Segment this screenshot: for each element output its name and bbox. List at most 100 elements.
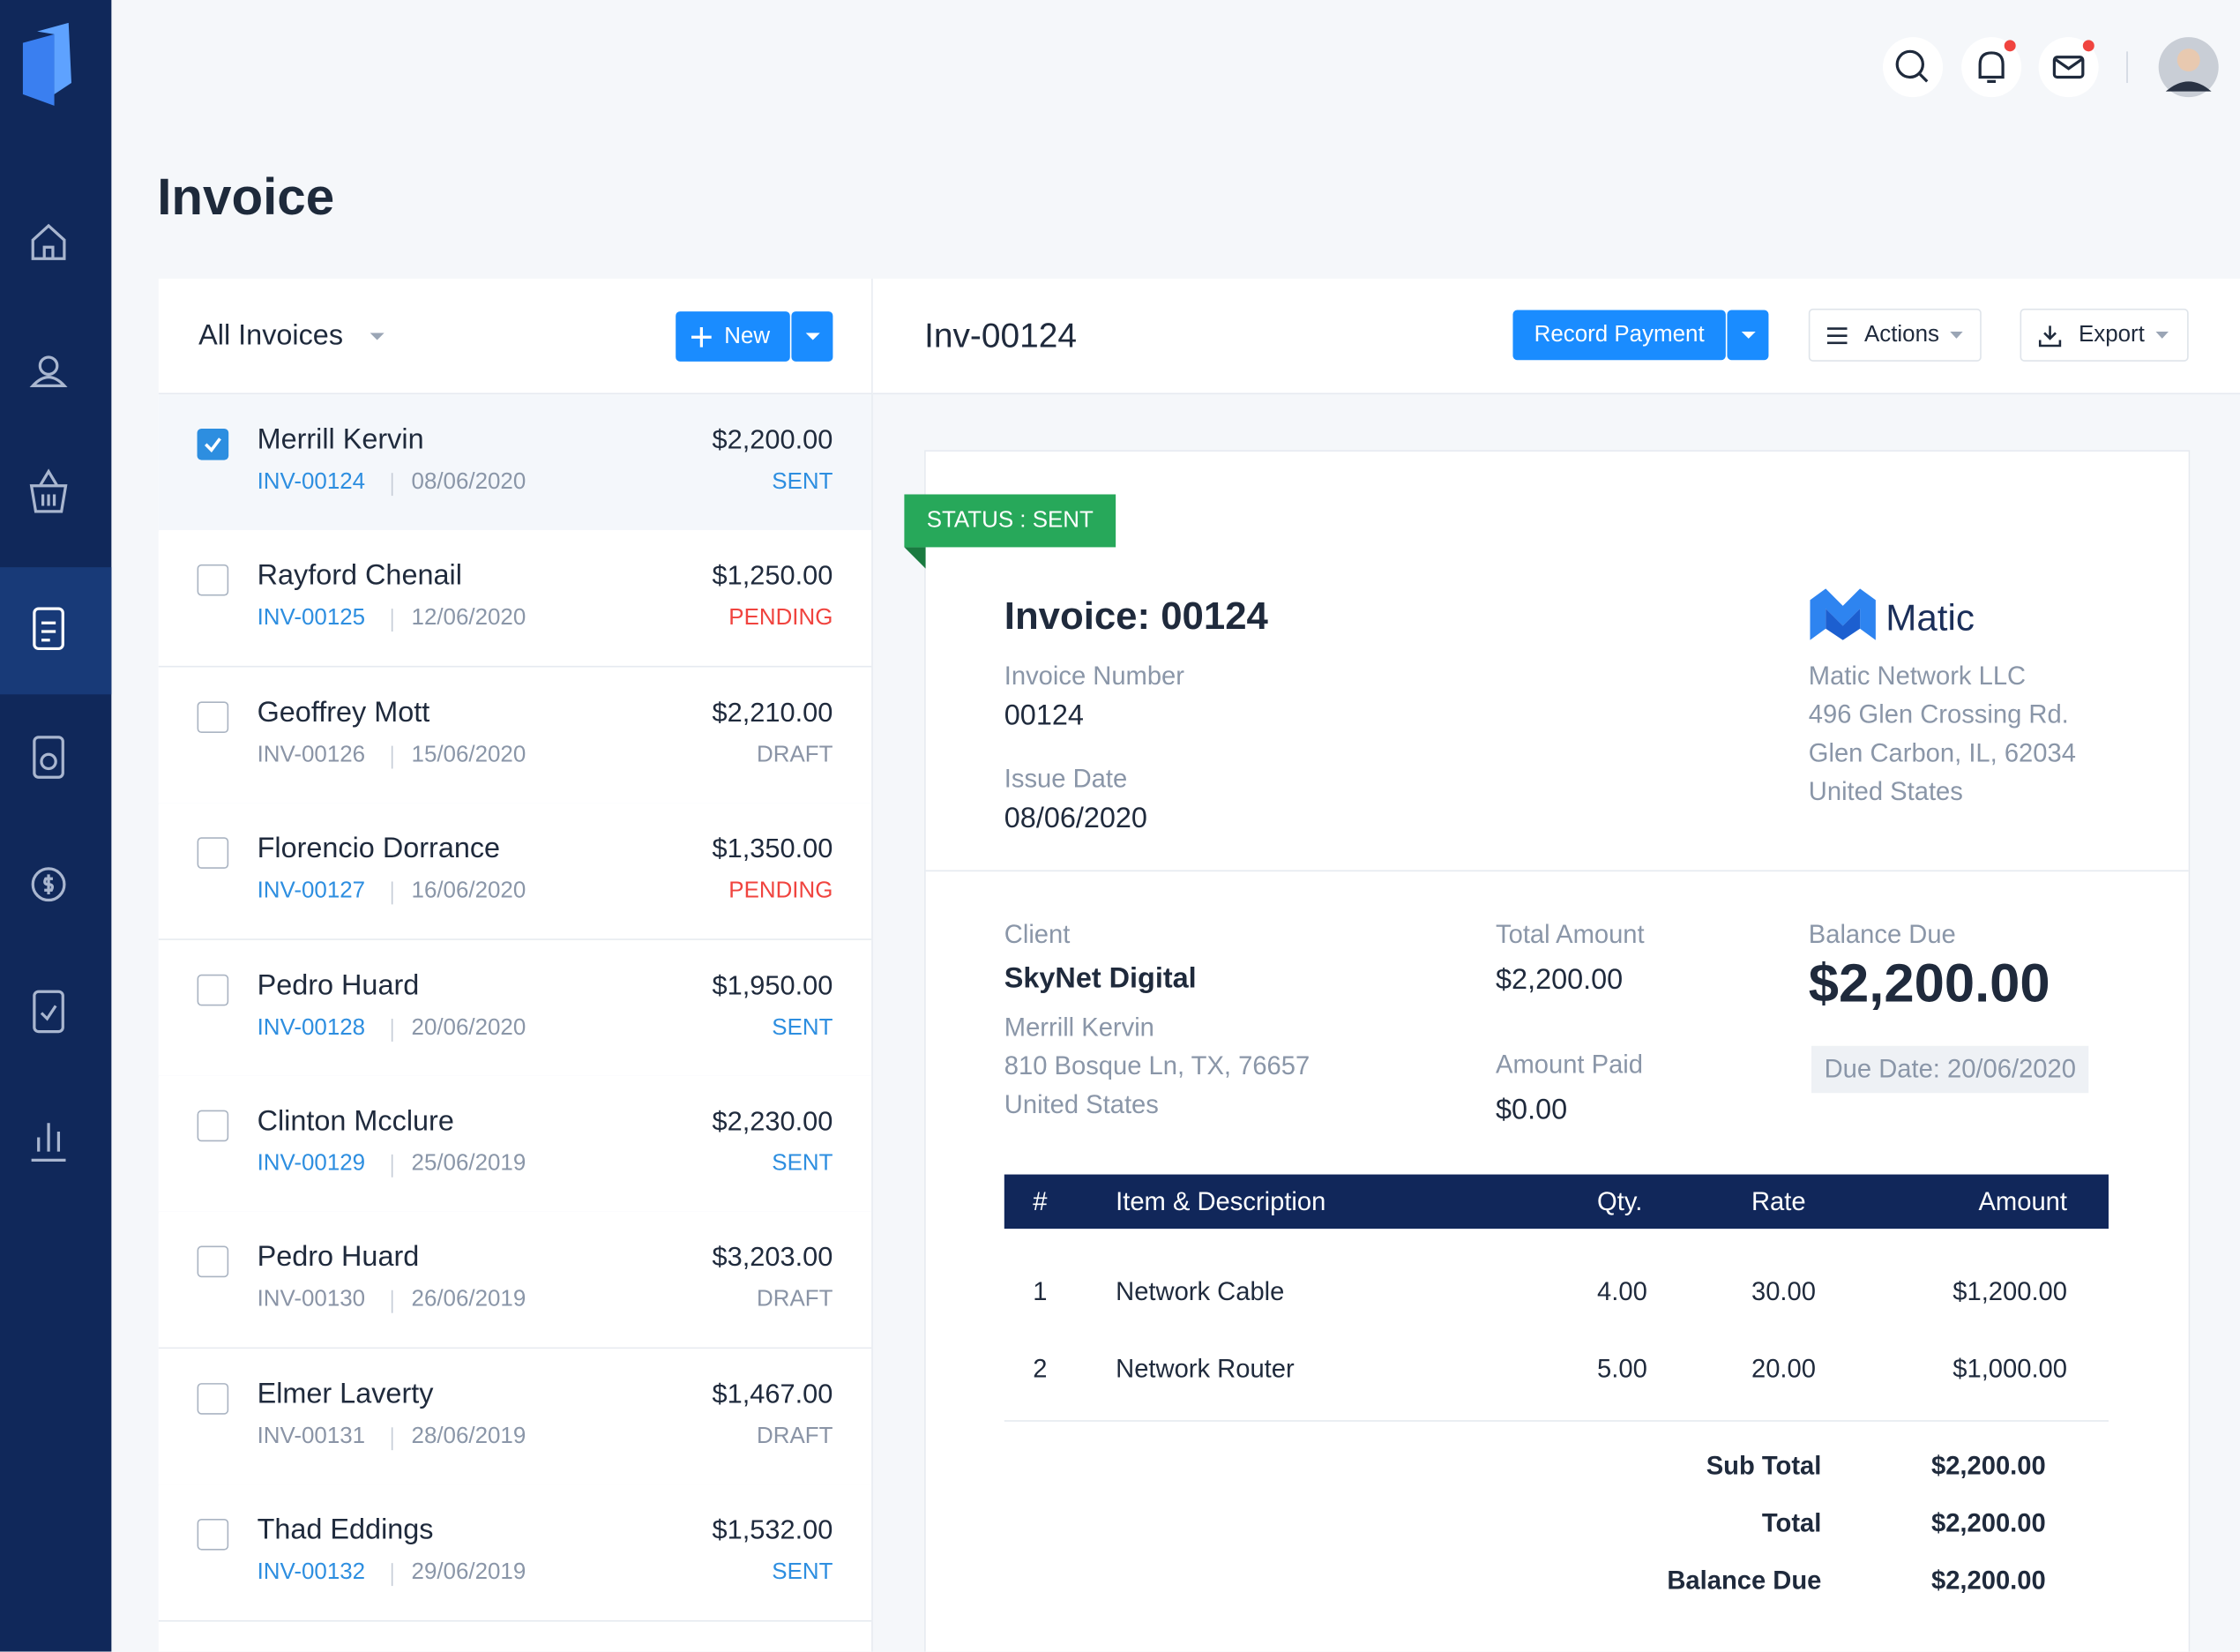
- amount-paid-label: Amount Paid: [1496, 1050, 1643, 1080]
- page-title: Invoice: [157, 167, 335, 226]
- actions-button[interactable]: Actions: [1808, 308, 1982, 362]
- items-table-header: # Item & Description Qty. Rate Amount: [1004, 1174, 2109, 1230]
- invoice-row[interactable]: Clinton Mcclure INV-00129 25/06/2019 $2,230…: [158, 1075, 872, 1214]
- checkbox[interactable]: [197, 1382, 229, 1415]
- actions-label: Actions: [1863, 322, 1939, 347]
- top-icons[interactable]: [1880, 34, 2240, 103]
- status: PENDING: [728, 878, 833, 904]
- invoice-number: INV-00125: [257, 606, 366, 632]
- balance-due: $2,200.00: [1808, 954, 2050, 1015]
- download-icon: [2038, 325, 2062, 347]
- balance-due-label: Balance Due: [1808, 920, 1956, 949]
- top-divider: [925, 870, 2189, 872]
- checkbox[interactable]: [197, 1519, 229, 1551]
- table-cell: $1,000.00: [1953, 1354, 2067, 1384]
- invoice-number-label: Invoice Number: [1004, 662, 1184, 691]
- table-header-cell: #: [1033, 1187, 1048, 1216]
- total-value: $2,200.00: [1930, 1451, 2046, 1481]
- client-name: Merrill Kervin: [257, 424, 424, 456]
- nav-icons[interactable]: [26, 214, 71, 1171]
- company-name: Matic: [1885, 595, 1975, 639]
- amount: $1,350.00: [712, 834, 833, 865]
- checkbox[interactable]: [197, 837, 229, 870]
- new-dropdown[interactable]: [791, 311, 833, 362]
- table-cell: 5.00: [1597, 1354, 1647, 1384]
- status: DRAFT: [757, 743, 833, 767]
- status: SENT: [772, 1560, 833, 1585]
- amount: $3,203.00: [712, 1243, 833, 1274]
- checkbox[interactable]: [197, 1110, 229, 1142]
- invoice-date: 12/06/2020: [411, 606, 526, 632]
- invoice-date: 29/06/2019: [411, 1560, 526, 1585]
- amount-paid: $0.00: [1496, 1094, 1568, 1126]
- client-name: Geoffrey Mott: [257, 697, 430, 729]
- invoice-row[interactable]: Merrill Kervin INV-00124 08/06/2020 $2,200.…: [158, 394, 872, 532]
- client-name: Clinton Mcclure: [257, 1105, 454, 1138]
- table-cell: 20.00: [1751, 1354, 1816, 1384]
- check: [205, 437, 221, 452]
- issue-date: 08/06/2020: [1004, 803, 1147, 835]
- new-button[interactable]: New: [676, 311, 790, 362]
- caret: [2155, 331, 2169, 339]
- invoice-date: 26/06/2019: [411, 1288, 526, 1312]
- total-label: Balance Due: [1667, 1566, 1822, 1595]
- invoice-row[interactable]: Elmer Laverty INV-00131 28/06/2019 $1,467.0…: [158, 1348, 872, 1486]
- invoice-date: 08/06/2020: [411, 469, 526, 495]
- address-line: Glen Carbon, IL, 62034: [1808, 738, 2076, 767]
- invoice-row[interactable]: Pedro Huard INV-00128 20/06/2020 $1,950.00 S…: [158, 939, 872, 1077]
- invoice-rows: Merrill Kervin INV-00124 08/06/2020 $2,200.…: [158, 394, 872, 1652]
- address-line: 496 Glen Crossing Rd.: [1808, 699, 2069, 729]
- checkbox[interactable]: [197, 428, 229, 460]
- invoice-row[interactable]: Thad Eddings INV-00132 29/06/2019 $1,532.00…: [158, 1484, 872, 1622]
- invoice-number: INV-00124: [257, 469, 366, 495]
- total-value: $2,200.00: [1930, 1508, 2046, 1538]
- client-label: Client: [1004, 920, 1071, 949]
- table-cell: 2: [1033, 1354, 1048, 1384]
- invoice-row[interactable]: Pedro Huard INV-00130 26/06/2019 $3,203.00 D…: [158, 1212, 872, 1349]
- export-button[interactable]: Export: [2020, 308, 2189, 362]
- invoice-date: 15/06/2020: [411, 743, 526, 767]
- checkbox[interactable]: [197, 974, 229, 1005]
- table-cell: $1,200.00: [1953, 1277, 2067, 1306]
- list-title[interactable]: All Invoices: [198, 319, 344, 352]
- invoice-number: INV-00127: [257, 878, 366, 904]
- client-name: Florencio Dorrance: [257, 833, 501, 865]
- amount: $1,532.00: [712, 1516, 833, 1547]
- checkbox[interactable]: [197, 564, 229, 597]
- total-label: Sub Total: [1706, 1451, 1822, 1481]
- new-label: New: [724, 323, 771, 348]
- separator: [391, 1018, 393, 1042]
- status: PENDING: [728, 606, 833, 632]
- invoice-date: 28/06/2019: [411, 1424, 526, 1449]
- total-amount: $2,200.00: [1496, 964, 1624, 997]
- table-header-cell: Qty.: [1597, 1187, 1643, 1216]
- invoice-row[interactable]: Rayford Chenail INV-00125 12/06/2020 $1,250…: [158, 530, 872, 669]
- checkbox[interactable]: [197, 1246, 229, 1278]
- invoice-number: INV-00128: [257, 1015, 366, 1040]
- caret: [804, 332, 820, 340]
- address-line: Matic Network LLC: [1808, 662, 2027, 691]
- detail-title: Inv-00124: [924, 317, 1077, 356]
- invoice-row[interactable]: Geoffrey Mott INV-00126 15/06/2020 $2,210.0…: [158, 667, 872, 804]
- table-cell: 4.00: [1597, 1277, 1647, 1306]
- record-payment-button[interactable]: Record Payment: [1512, 310, 1726, 361]
- separator: [391, 473, 393, 497]
- invoice-row[interactable]: Florencio Dorrance INV-00127 16/06/2020 $1,…: [158, 803, 872, 941]
- separator: [391, 1154, 393, 1177]
- detail-header: Inv-00124 Record Payment Actions Export: [872, 278, 2240, 395]
- client-name: Pedro Huard: [257, 969, 420, 1001]
- checkbox[interactable]: [197, 701, 229, 733]
- client-name: Rayford Chenail: [257, 560, 462, 593]
- items-table-body: 1 Network Cable 4.00 30.00 $1,200.00 2 Network…: [1004, 1229, 2109, 1422]
- amount: $2,210.00: [712, 698, 833, 729]
- record-payment-dropdown[interactable]: [1727, 310, 1769, 361]
- table-cell: Network Router: [1116, 1354, 1295, 1384]
- table-header-cell: Item & Description: [1116, 1187, 1326, 1216]
- invoice-heading: Invoice: 00124: [1004, 594, 1268, 638]
- list-header: All Invoices New: [158, 279, 872, 395]
- separator: [391, 1426, 393, 1450]
- totals: Sub Total $2,200.00 Total $2,200.00 Balance …: [1497, 1452, 2069, 1652]
- invoice-date: 25/06/2019: [411, 1151, 526, 1177]
- address-line: 810 Bosque Ln, TX, 76657: [1004, 1051, 1310, 1080]
